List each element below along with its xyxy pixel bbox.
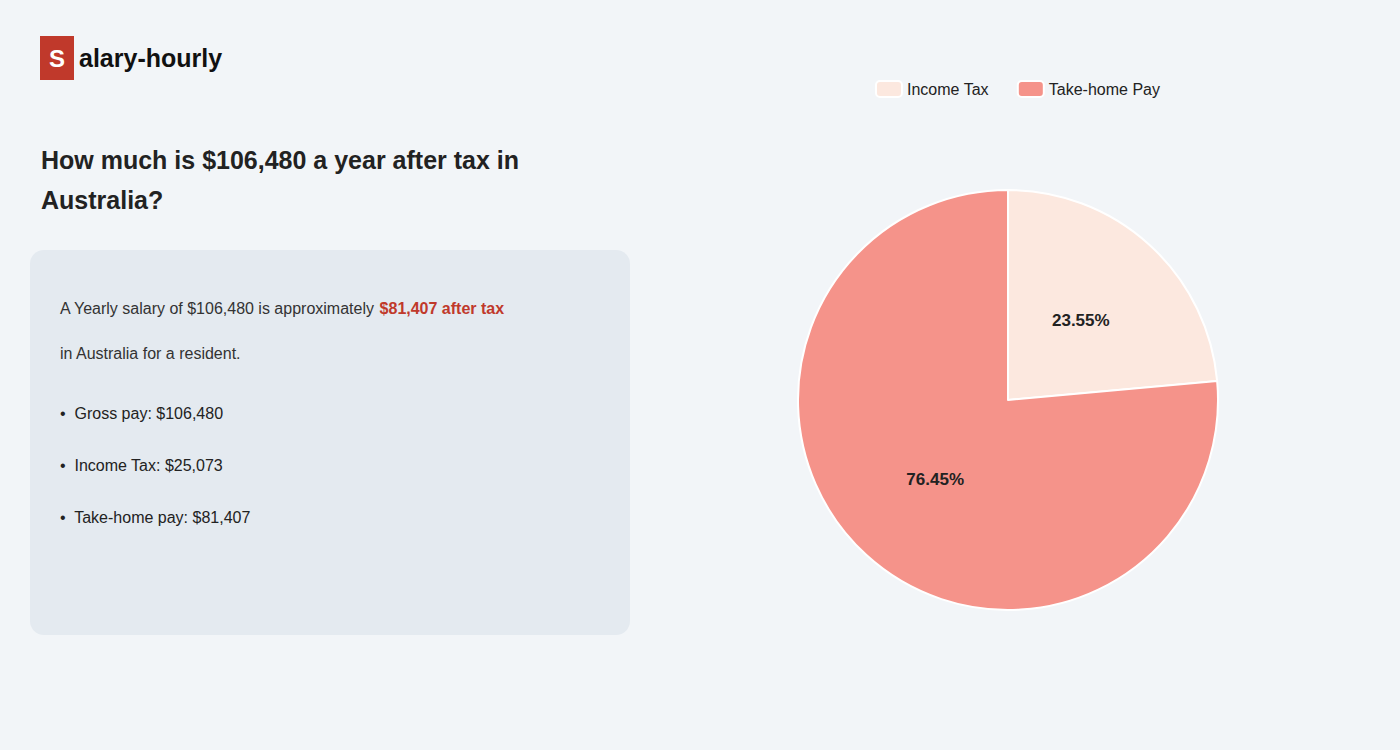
svg-text:23.55%: 23.55% — [1052, 311, 1110, 330]
svg-text:alary-hourly: alary-hourly — [79, 44, 222, 72]
svg-text:in Australia for a resident.: in Australia for a resident. — [60, 345, 241, 362]
svg-text:How much is $106,480 a year af: How much is $106,480 a year after tax in — [41, 146, 519, 174]
svg-text:• Income Tax: $25,073: • Income Tax: $25,073 — [60, 457, 223, 474]
svg-text:A Yearly salary of $106,480 is: A Yearly salary of $106,480 is approxima… — [60, 300, 378, 317]
svg-text:Australia?: Australia? — [41, 186, 163, 214]
svg-text:$81,407 after tax: $81,407 after tax — [380, 300, 505, 317]
svg-text:• Take-home pay: $81,407: • Take-home pay: $81,407 — [60, 509, 250, 526]
svg-text:• Gross pay: $106,480: • Gross pay: $106,480 — [60, 405, 223, 422]
svg-text:Take-home Pay: Take-home Pay — [1049, 81, 1160, 98]
svg-text:76.45%: 76.45% — [906, 470, 964, 489]
svg-text:Income Tax: Income Tax — [907, 81, 989, 98]
svg-text:S: S — [49, 45, 65, 72]
